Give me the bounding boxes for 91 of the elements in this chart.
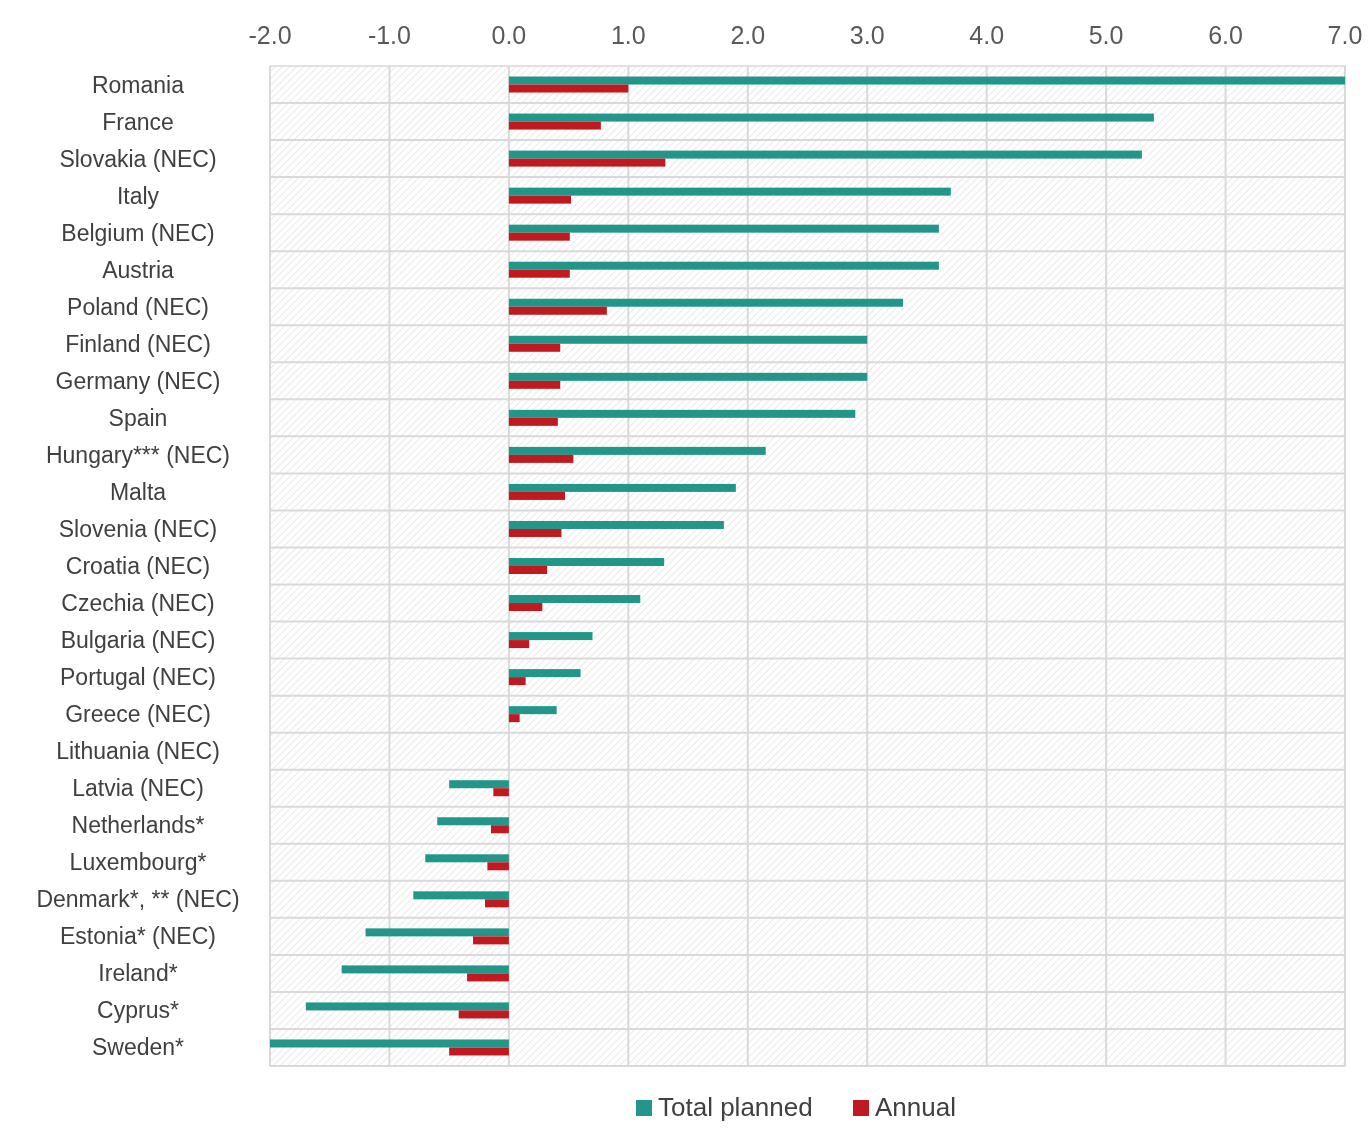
x-tick-label: 3.0	[849, 21, 885, 49]
bar	[508, 306, 607, 315]
x-tick-label: 4.0	[969, 21, 1005, 49]
bar	[413, 891, 509, 900]
y-tick-label: France	[102, 108, 174, 135]
bar	[437, 817, 509, 826]
bar	[508, 669, 581, 678]
bar	[508, 409, 856, 418]
x-tick-label: 5.0	[1088, 21, 1124, 49]
bar	[485, 899, 509, 908]
y-tick-label: Ireland*	[98, 960, 178, 987]
bar	[508, 84, 629, 93]
y-tick-label: Austria	[102, 256, 174, 283]
bar	[508, 335, 868, 344]
y-tick-label: Bulgaria (NEC)	[60, 627, 216, 654]
bar	[508, 640, 530, 649]
y-tick-label: Estonia* (NEC)	[60, 923, 216, 950]
bar	[508, 380, 561, 389]
y-tick-label: Portugal (NEC)	[60, 664, 216, 691]
y-tick-label: Netherlands*	[71, 812, 205, 839]
bar	[508, 113, 1154, 122]
y-tick-label: Greece (NEC)	[65, 701, 211, 728]
x-tick-label: 2.0	[730, 21, 766, 49]
x-tick-label: -2.0	[248, 21, 292, 49]
y-tick-label: Czechia (NEC)	[61, 590, 215, 617]
x-tick-label: 7.0	[1327, 21, 1363, 49]
y-tick-label: Latvia (NEC)	[72, 775, 204, 802]
y-tick-label: Belgium (NEC)	[61, 219, 215, 246]
legend-label: Total planned	[658, 1092, 813, 1122]
bar	[508, 150, 1142, 159]
bar	[305, 1002, 509, 1011]
bar	[493, 788, 509, 797]
bar	[449, 780, 509, 789]
y-tick-label: Slovenia (NEC)	[58, 515, 218, 542]
y-tick-label: Croatia (NEC)	[65, 553, 211, 579]
bar	[508, 677, 526, 686]
bar	[508, 558, 665, 566]
bar	[467, 973, 509, 982]
bar	[508, 528, 562, 537]
bar	[473, 936, 509, 945]
bar	[508, 298, 904, 307]
bar	[508, 491, 566, 500]
bar	[508, 595, 641, 604]
y-tick-label: Luxembourg*	[69, 849, 207, 876]
bar	[508, 261, 939, 270]
bar	[508, 269, 570, 278]
bar	[508, 714, 520, 723]
bar	[508, 632, 593, 641]
x-tick-label: 1.0	[610, 21, 646, 49]
bar	[508, 417, 558, 426]
bar	[508, 520, 724, 529]
bar	[449, 1047, 509, 1056]
y-tick-label: Denmark*, ** (NEC)	[36, 886, 240, 913]
y-tick-label: Slovakia (NEC)	[59, 145, 217, 172]
bar	[270, 1039, 509, 1048]
y-tick-label: Spain	[108, 404, 168, 431]
bar	[508, 224, 939, 233]
bar	[508, 446, 766, 455]
bar	[487, 862, 509, 871]
bar	[508, 483, 736, 492]
y-tick-label: Germany (NEC)	[55, 367, 221, 394]
bar	[508, 232, 570, 241]
bar	[508, 706, 557, 715]
y-tick-label: Malta	[109, 478, 167, 505]
bar	[508, 76, 1345, 85]
y-tick-label: Lithuania (NEC)	[56, 738, 220, 765]
bar	[508, 603, 543, 612]
x-tick-label: 6.0	[1208, 21, 1243, 49]
bar	[508, 454, 574, 463]
y-tick-label: Poland (NEC)	[67, 293, 209, 320]
y-tick-label: Hungary*** (NEC)	[45, 441, 231, 468]
y-tick-label: Italy	[116, 182, 160, 209]
y-tick-label: Sweden*	[91, 1034, 185, 1061]
bar	[425, 854, 509, 863]
bar	[365, 928, 509, 937]
bar	[508, 372, 868, 381]
bar	[508, 121, 601, 130]
bar	[508, 566, 548, 574]
bar	[508, 195, 571, 204]
bar	[490, 825, 509, 834]
x-tick-label: 0.0	[491, 21, 527, 49]
y-tick-label: Cyprus*	[97, 997, 179, 1024]
legend-label: Annual	[875, 1092, 956, 1122]
bar	[458, 1010, 509, 1019]
bar	[508, 343, 561, 352]
bar	[341, 965, 509, 974]
bar	[508, 187, 951, 196]
bar	[508, 158, 666, 167]
y-tick-label: Romania	[91, 71, 185, 98]
x-tick-label: -1.0	[367, 21, 411, 49]
y-tick-label: Finland (NEC)	[65, 330, 211, 357]
